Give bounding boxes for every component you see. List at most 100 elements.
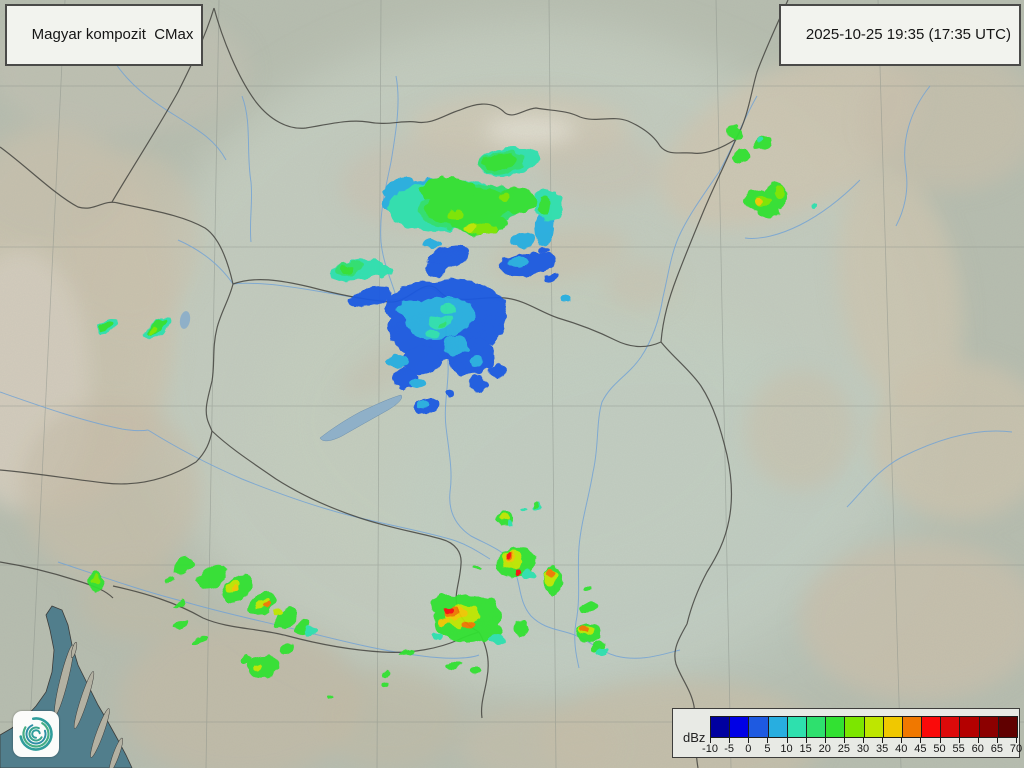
radar-echo-cell <box>501 515 509 521</box>
legend-tick <box>748 737 750 743</box>
legend-color-cell <box>729 717 749 737</box>
radar-echo-cell <box>445 391 453 397</box>
radar-echo-cell <box>263 603 271 609</box>
radar-echo-cell <box>539 247 549 253</box>
radar-echo-cell <box>468 376 488 392</box>
radar-echo-cell <box>349 286 393 308</box>
radar-echo-cell <box>255 598 269 610</box>
radar-echo-cell <box>482 153 518 171</box>
legend-color-cell <box>844 717 864 737</box>
legend-color-cell <box>767 717 787 737</box>
product-title: Magyar kompozit CMax <box>31 26 194 43</box>
timestamp-text: 2025-10-25 19:35 (17:35 UTC) <box>805 26 1011 43</box>
radar-echo-cell <box>382 176 414 198</box>
legend-color-cell <box>786 717 806 737</box>
product-title-box: Magyar kompozit CMax <box>5 4 204 66</box>
radar-echo-cell <box>442 305 456 315</box>
radar-echo-cell <box>498 192 510 200</box>
legend-color-bar <box>710 716 1018 738</box>
legend-tick-label: -5 <box>724 743 735 755</box>
radar-echo-cell <box>172 600 184 608</box>
legend-tick <box>786 737 788 743</box>
radar-echo-cell <box>376 266 392 276</box>
radar-echo-cell <box>253 665 263 671</box>
radar-echo-cell <box>240 655 254 663</box>
legend-tick <box>863 737 864 743</box>
legend-color-cell <box>882 717 902 737</box>
legend-color-cell <box>921 717 941 737</box>
rivers <box>0 57 1013 669</box>
radar-echo-cell <box>488 364 506 378</box>
radar-echo-cell <box>327 694 333 698</box>
radar-echo-cell <box>510 232 536 248</box>
legend-tick <box>882 737 884 743</box>
legend-color-cell <box>863 717 883 737</box>
radar-echo-cell <box>756 138 764 144</box>
radar-echo-cell <box>728 124 742 142</box>
legend-color-cell <box>805 717 826 737</box>
legend-color-cell <box>901 717 922 737</box>
legend-tick <box>996 737 998 743</box>
radar-echo-cell <box>232 585 240 591</box>
radar-echo-layer <box>88 124 817 698</box>
lake-balaton <box>179 311 402 442</box>
radar-echo-cell <box>585 587 591 591</box>
legend-tick-label: 60 <box>971 743 984 755</box>
radar-echo-cell <box>420 177 476 203</box>
legend-tick-label: 50 <box>933 743 946 755</box>
radar-echo-cell <box>471 666 481 674</box>
radar-echo-cell <box>579 600 597 614</box>
radar-echo-cell <box>423 239 441 249</box>
radar-echo-cell <box>388 355 408 369</box>
radar-echo-cell <box>447 211 463 219</box>
legend-tick-label: 20 <box>818 743 831 755</box>
radar-echo-cell <box>508 257 530 267</box>
radar-echo-cell <box>811 205 817 211</box>
radar-echo-cell <box>490 635 506 645</box>
radar-echo-cell <box>397 301 427 319</box>
northeast-carpathia-cells <box>728 124 817 218</box>
radar-echo-cell <box>439 619 449 625</box>
radar-echo-cell <box>561 295 569 301</box>
legend-tick-label: 30 <box>856 743 870 755</box>
radar-echo-cell <box>380 670 392 678</box>
legend-tick <box>920 737 922 743</box>
radar-echo-cell <box>197 565 227 589</box>
central-hungary-light-rain <box>330 245 569 415</box>
legend-color-cell <box>711 717 730 737</box>
radar-echo-cell <box>469 355 485 367</box>
timestamp-box: 2025-10-25 19:35 (17:35 UTC) <box>779 4 1021 66</box>
legend-tick-label: 10 <box>780 743 793 755</box>
radar-echo-cell <box>513 621 527 635</box>
radar-echo-cell <box>547 569 555 577</box>
legend-tick <box>958 737 960 743</box>
radar-echo-cell <box>496 187 536 213</box>
radar-echo-cell <box>427 330 439 338</box>
west-alps-cells <box>97 316 172 340</box>
legend-unit-label: dBz <box>683 730 706 745</box>
radar-echo-cell <box>431 632 443 640</box>
radar-echo-cell <box>391 369 417 389</box>
radar-echo-cell <box>775 186 785 198</box>
legend-color-cell <box>997 717 1017 737</box>
legend-tick <box>824 737 826 743</box>
legend-tick <box>710 737 711 743</box>
radar-echo-cell <box>475 566 481 570</box>
radar-echo-cell <box>426 263 446 277</box>
radar-echo-cell <box>173 618 189 630</box>
radar-echo-cell <box>464 621 476 629</box>
radar-echo-cell <box>279 643 295 655</box>
radar-echo-cell <box>538 195 552 217</box>
radar-echo-cell <box>399 649 415 657</box>
radar-echo-cell <box>757 204 779 218</box>
legend-tick-label: 5 <box>764 743 771 755</box>
radar-echo-cell <box>755 198 763 204</box>
radar-echo-cell <box>734 148 750 164</box>
radar-echo-cell <box>514 568 520 576</box>
radar-echo-cell <box>437 322 447 328</box>
legend-tick <box>843 737 845 743</box>
radar-echo-cell <box>544 272 560 282</box>
